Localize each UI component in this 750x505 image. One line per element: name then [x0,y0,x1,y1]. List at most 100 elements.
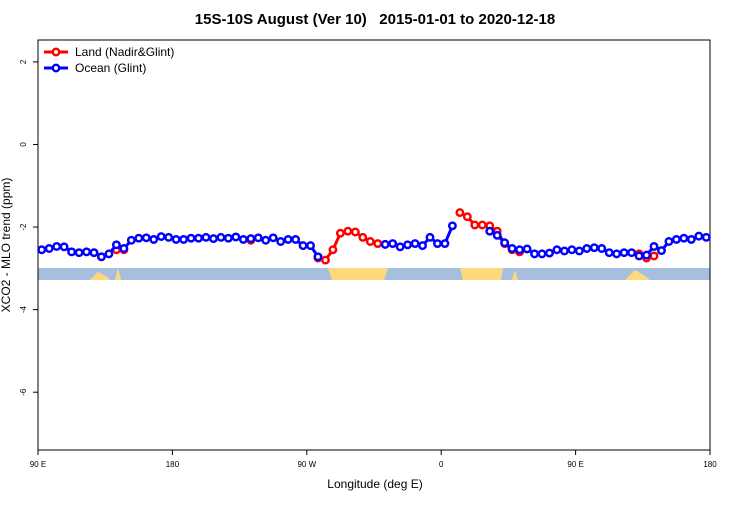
data-point [530,249,539,259]
data-point [313,252,323,262]
data-point [395,242,405,252]
data-point [164,232,174,242]
y-tick-label: -2 [19,223,28,231]
data-point [522,244,532,254]
data-point [37,245,47,255]
data-point [515,245,525,255]
legend-entry: Ocean (Glint) [44,61,146,75]
series [37,221,711,262]
data-point [365,237,375,246]
data-point [418,241,427,251]
data-point [642,250,651,260]
x-tick-label: 90 E [567,460,583,469]
data-point [589,243,599,253]
x-tick-label: 0 [439,460,444,469]
data-point [141,233,151,243]
data-point [261,235,271,245]
data-point [425,232,435,242]
legend-entry: Land (Nadir&Glint) [44,45,174,59]
data-point [380,239,390,249]
data-point [111,240,121,250]
data-point [701,232,711,242]
legend-label: Land (Nadir&Glint) [75,45,174,59]
y-tick-label: -6 [19,388,28,396]
data-point [358,232,368,242]
data-point [67,247,77,257]
data-point [545,248,554,258]
data-point [597,244,607,253]
legend-marker [51,47,61,57]
data-point [373,239,383,249]
data-point [186,233,196,243]
data-point [268,233,278,243]
data-point [82,247,91,257]
data-point [477,220,487,230]
data-point [238,234,248,244]
data-point [455,208,465,218]
data-point [89,248,99,258]
data-point [126,235,136,245]
data-point [686,234,696,244]
data-point [537,249,547,259]
land-strip [512,270,518,280]
data-point [350,227,360,237]
x-tick-label: 90 E [30,460,46,469]
data-point [507,244,517,253]
data-point [612,249,622,259]
data-point [492,230,502,240]
data-point [447,221,457,231]
data-point [619,248,629,258]
data-point [604,248,614,258]
data-point [283,234,293,244]
x-axis-label: Longitude (deg E) [327,477,422,491]
land-strip [328,268,388,280]
data-point [403,240,413,250]
data-point [440,239,450,249]
data-point [328,245,338,255]
data-point [679,233,689,243]
data-point [59,242,69,252]
data-point [470,220,480,230]
data-point [104,249,114,259]
data-point [201,232,211,242]
x-tick-label: 180 [703,460,717,469]
data-point [657,246,666,256]
data-point [149,234,159,244]
data-point [44,244,54,253]
data-point [627,248,637,258]
data-point [223,233,233,243]
data-point [694,231,704,241]
data-point [306,241,315,251]
plot-frame [37,39,711,451]
data-point [567,245,577,255]
data-point [559,246,569,256]
data-point [500,238,510,248]
y-axis-label: XCO2 - MLO trend (ppm) [0,178,13,313]
data-point [335,228,345,238]
data-point [74,248,84,258]
x-tick-label: 90 W [297,460,316,469]
data-point [246,234,256,244]
legend-marker [51,63,61,73]
data-point [321,255,330,265]
data-point [664,237,674,246]
data-point [119,244,129,253]
data-point [171,234,181,244]
data-point [276,237,286,246]
data-point [649,241,659,251]
data-point [298,241,308,251]
data-point [179,234,189,244]
data-point [253,233,263,243]
y-tick-label: 2 [19,59,28,64]
legend-label: Ocean (Glint) [75,61,146,75]
surface-mask [38,268,710,280]
land-strip [625,270,650,280]
data-point [388,239,398,249]
data-point [156,232,166,241]
land-strip [115,268,121,280]
data-point [671,234,681,244]
data-point [194,233,203,243]
data-point [52,241,62,251]
data-point [634,251,644,261]
